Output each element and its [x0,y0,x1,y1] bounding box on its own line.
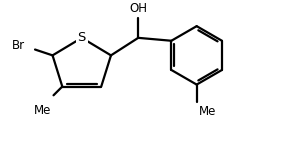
Text: Me: Me [199,105,216,118]
Text: OH: OH [129,2,147,15]
Text: S: S [78,31,86,44]
Text: Br: Br [12,39,25,52]
Text: Me: Me [34,104,51,117]
